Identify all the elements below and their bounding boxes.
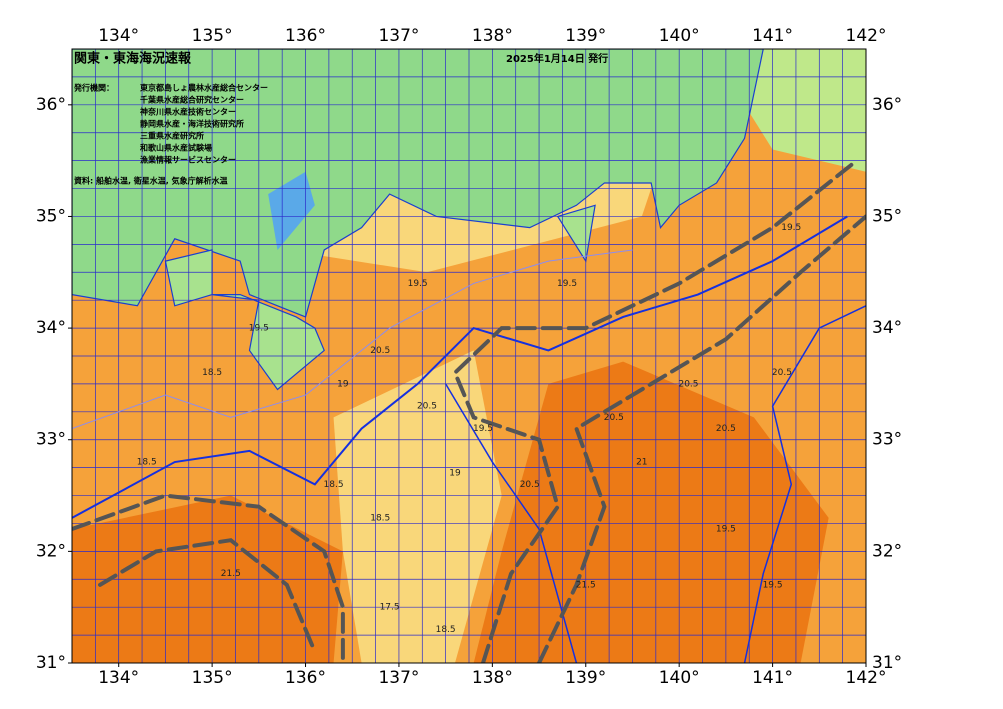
isotherm xyxy=(743,305,866,663)
contour-label: 20.5 xyxy=(772,368,792,378)
lon-label: 141° xyxy=(752,26,793,46)
source: 資料: 船舶水温, 衛星水温, 気象庁解析水温 xyxy=(74,176,228,186)
contour-label: 19.5 xyxy=(557,279,577,289)
lat-label: 33° xyxy=(36,430,66,450)
kuroshio-axis xyxy=(537,214,866,663)
lat-label: 31° xyxy=(872,653,902,673)
lake xyxy=(268,171,315,250)
lon-label: 137° xyxy=(378,668,419,688)
isotherm xyxy=(445,383,578,663)
contour-label: 20.5 xyxy=(370,346,390,356)
lat-label: 31° xyxy=(36,653,66,673)
contour-label: 21.5 xyxy=(221,569,241,579)
lat-label: 33° xyxy=(872,430,902,450)
issuer-name: 東京都島しょ農林水産総合センター xyxy=(140,83,268,93)
issuer-name: 三重県水産研究所 xyxy=(140,131,204,141)
lat-label: 35° xyxy=(872,206,902,226)
issuer-name: 静岡県水産・海洋技術研究所 xyxy=(140,119,244,129)
lat-label: 32° xyxy=(36,541,66,561)
contour-label: 19 xyxy=(449,469,461,479)
issuer-name: 千葉県水産総合研究センター xyxy=(140,95,244,105)
contour-label: 19.5 xyxy=(716,525,736,535)
map-frame xyxy=(71,48,867,664)
lon-label: 139° xyxy=(565,26,606,46)
lat-label: 34° xyxy=(36,318,66,338)
lon-label: 134° xyxy=(98,26,139,46)
contour-label: 19.5 xyxy=(408,279,428,289)
lon-label: 140° xyxy=(659,26,700,46)
isotherm xyxy=(72,215,848,519)
title: 関東・東海海況速報 xyxy=(74,51,192,67)
lon-label: 138° xyxy=(472,668,513,688)
contour-label: 17.5 xyxy=(380,603,400,613)
contour-label: 21 xyxy=(636,458,647,468)
contour-label: 18.5 xyxy=(324,480,344,490)
lon-label: 135° xyxy=(192,26,233,46)
issue-date: 2025年1月14日 発行 xyxy=(506,52,608,65)
contour-label: 19.5 xyxy=(763,580,783,590)
issuer-name: 漁業情報サービスセンター xyxy=(140,155,236,165)
issuer-name: 神奈川県水産技術センター xyxy=(140,107,236,117)
contour-label: 18.5 xyxy=(436,625,456,635)
contour-label: 20.5 xyxy=(716,424,736,434)
contour-label: 20.5 xyxy=(520,480,540,490)
contour-label: 18.5 xyxy=(202,368,222,378)
lon-label: 140° xyxy=(659,668,700,688)
lat-label: 36° xyxy=(36,95,66,115)
contour-label: 20.5 xyxy=(604,413,624,423)
lat-label: 36° xyxy=(872,95,902,115)
lon-label: 142° xyxy=(846,26,887,46)
lon-label: 138° xyxy=(472,26,513,46)
kuroshio-axis xyxy=(452,158,859,663)
contour-label: 20.5 xyxy=(417,402,437,412)
lat-label: 35° xyxy=(36,206,66,226)
lon-label: 136° xyxy=(285,26,326,46)
contour-label: 20.5 xyxy=(678,379,698,389)
contour-label: 19 xyxy=(337,379,349,389)
contour-label: 21.5 xyxy=(576,580,596,590)
issuer-name: 和歌山県水産試験場 xyxy=(140,143,212,153)
kuroshio-axis xyxy=(98,538,317,654)
kuroshio-axis xyxy=(72,493,345,663)
lon-label: 137° xyxy=(378,26,419,46)
lon-label: 139° xyxy=(565,668,606,688)
sea-area xyxy=(72,49,866,663)
lat-label: 32° xyxy=(872,541,902,561)
lon-label: 135° xyxy=(192,668,233,688)
contour-label: 18.5 xyxy=(370,513,390,523)
lat-label: 34° xyxy=(872,318,902,338)
lon-label: 142° xyxy=(846,668,887,688)
issuer-label: 発行機関： xyxy=(73,83,114,93)
contour-label: 19.5 xyxy=(781,223,801,233)
contour-label: 18.5 xyxy=(137,458,157,468)
lon-label: 136° xyxy=(285,668,326,688)
contour-label: 19.5 xyxy=(473,424,493,434)
lon-label: 141° xyxy=(752,668,793,688)
isotherm xyxy=(72,249,633,430)
contour-label: 19.5 xyxy=(249,324,269,334)
lon-label: 134° xyxy=(98,668,139,688)
